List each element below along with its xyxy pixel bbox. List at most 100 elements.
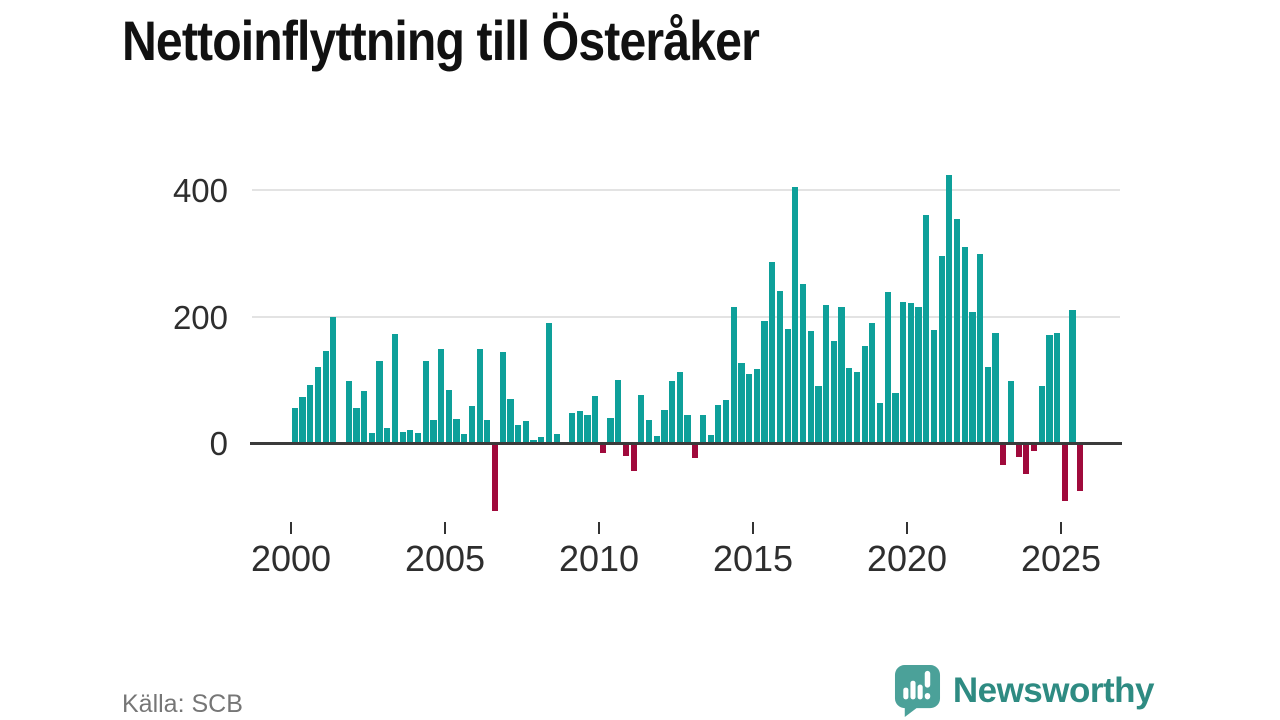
bar bbox=[722, 400, 730, 443]
bar bbox=[753, 369, 760, 443]
bar bbox=[784, 329, 791, 443]
newsworthy-logo: Newsworthy bbox=[894, 664, 1155, 717]
newsworthy-logo-text: Newsworthy bbox=[952, 670, 1155, 710]
bar bbox=[1061, 444, 1068, 502]
bar bbox=[576, 410, 583, 443]
bar bbox=[545, 323, 553, 443]
bar bbox=[1077, 444, 1084, 492]
bar bbox=[676, 371, 683, 443]
bar bbox=[630, 444, 637, 471]
chart-area: 2000 2005 2010 2015 2020 2025 0 200 400 bbox=[173, 170, 1122, 590]
bar bbox=[953, 218, 961, 443]
bar bbox=[884, 292, 891, 443]
x-tick bbox=[289, 522, 293, 534]
bar bbox=[468, 405, 476, 443]
bar bbox=[599, 444, 606, 454]
bar bbox=[930, 329, 938, 443]
chart-title: Nettoinflyttning till Österåker bbox=[122, 9, 760, 72]
bar bbox=[1030, 444, 1038, 451]
bar bbox=[900, 302, 907, 443]
bar bbox=[699, 415, 707, 443]
bar bbox=[938, 256, 945, 443]
bar bbox=[761, 320, 768, 443]
bar bbox=[568, 413, 576, 443]
bar bbox=[799, 283, 807, 443]
bar bbox=[1038, 386, 1045, 443]
bar bbox=[961, 247, 968, 443]
x-tick-label: 2020 bbox=[866, 538, 948, 579]
bar bbox=[923, 215, 930, 443]
bar bbox=[907, 303, 914, 443]
bar bbox=[1015, 444, 1022, 458]
x-tick-label: 2000 bbox=[250, 538, 332, 579]
bar bbox=[645, 419, 653, 443]
bar bbox=[1069, 309, 1076, 443]
bar bbox=[738, 363, 745, 443]
y-tick-label: 0 bbox=[209, 425, 228, 462]
bar bbox=[368, 432, 375, 443]
bar bbox=[669, 380, 676, 443]
bar bbox=[430, 419, 437, 443]
plot-area: 2000 2005 2010 2015 2020 2025 0 200 400 bbox=[173, 170, 1122, 590]
bar-chart-speech-bubble-icon bbox=[894, 665, 940, 717]
x-tick-label: 2015 bbox=[712, 538, 794, 579]
bar bbox=[538, 437, 545, 443]
bar bbox=[615, 379, 622, 443]
bar bbox=[391, 333, 399, 443]
bar bbox=[684, 415, 691, 443]
bar bbox=[299, 396, 306, 443]
x-tick bbox=[751, 522, 755, 534]
bar bbox=[984, 366, 991, 443]
bar bbox=[438, 348, 445, 443]
bar bbox=[861, 346, 868, 443]
x-tick-label: 2025 bbox=[1020, 538, 1102, 579]
bar bbox=[307, 384, 314, 443]
x-tick-label: 2010 bbox=[558, 538, 640, 579]
gridline bbox=[252, 315, 1120, 318]
bar bbox=[607, 418, 614, 443]
bar bbox=[661, 410, 668, 443]
x-tick bbox=[443, 522, 447, 534]
bar bbox=[876, 403, 884, 443]
x-tick-label: 2005 bbox=[404, 538, 486, 579]
bar bbox=[807, 330, 814, 443]
bar bbox=[730, 306, 737, 443]
bar bbox=[414, 432, 422, 443]
bar bbox=[792, 186, 799, 443]
bar bbox=[399, 431, 406, 443]
x-tick bbox=[905, 522, 909, 534]
x-tick bbox=[1059, 522, 1063, 534]
bar bbox=[476, 348, 483, 443]
bar bbox=[707, 434, 714, 443]
bar bbox=[461, 433, 468, 443]
bar bbox=[815, 386, 822, 443]
bar bbox=[515, 425, 522, 443]
bar bbox=[384, 427, 391, 443]
bar bbox=[915, 307, 922, 443]
bar bbox=[946, 174, 953, 443]
bar bbox=[407, 430, 414, 443]
bar bbox=[291, 408, 298, 443]
bar bbox=[499, 352, 506, 443]
bar bbox=[1007, 380, 1015, 443]
bar bbox=[584, 415, 591, 443]
gridline bbox=[252, 189, 1120, 192]
bar bbox=[977, 253, 984, 443]
bar bbox=[846, 367, 853, 443]
bar bbox=[1000, 444, 1007, 466]
bar bbox=[769, 262, 776, 443]
bar bbox=[830, 340, 837, 443]
bar bbox=[746, 373, 753, 443]
bar bbox=[522, 420, 529, 443]
bar bbox=[453, 419, 460, 443]
bar bbox=[1054, 332, 1061, 443]
y-tick-label: 400 bbox=[172, 172, 228, 210]
bar bbox=[345, 381, 352, 443]
bar bbox=[507, 399, 514, 443]
bar bbox=[869, 323, 876, 443]
bar bbox=[422, 360, 429, 443]
bar bbox=[484, 419, 491, 443]
x-tick bbox=[597, 522, 601, 534]
bar bbox=[361, 390, 368, 443]
bar bbox=[322, 350, 329, 443]
